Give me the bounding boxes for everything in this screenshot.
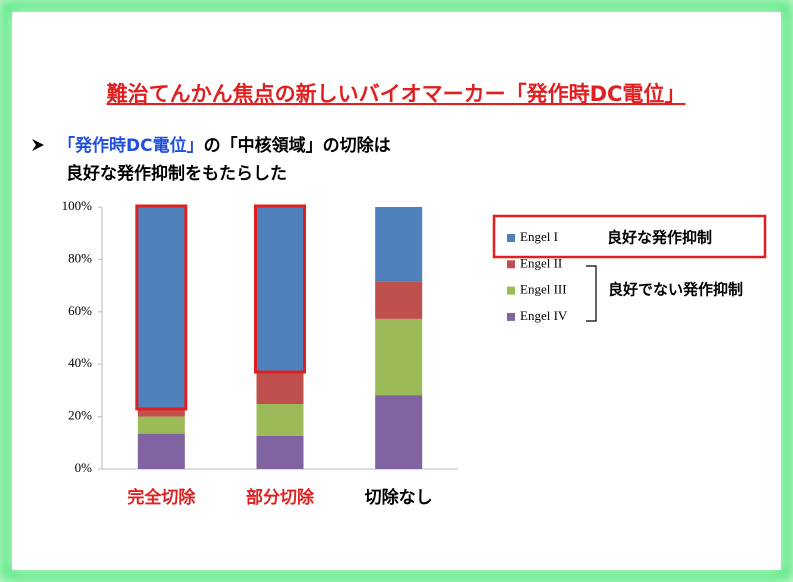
bullet-text: の「中核領域」の切除は <box>204 135 391 156</box>
bullet-line2: 良好な発作抑制をもたらした <box>66 163 287 184</box>
bar-segment <box>256 371 304 405</box>
bar-segment <box>256 435 304 469</box>
x-tick-label: 切除なし <box>365 487 433 508</box>
bar-segment <box>375 281 423 319</box>
bullet-line1: 「発作時DC電位」の「中核領域」の切除は <box>58 135 391 156</box>
legend-swatch <box>507 286 515 295</box>
y-tick-label: 40% <box>68 355 92 370</box>
bar-segment <box>375 395 423 469</box>
bullet-highlight: 「発作時DC電位」 <box>58 135 204 156</box>
legend-label: Engel I <box>520 229 558 244</box>
annotation-good: 良好な発作抑制 <box>607 229 712 247</box>
y-tick-label: 60% <box>68 303 92 318</box>
x-tick-label: 完全切除 <box>127 487 196 508</box>
bar-segment <box>137 433 185 469</box>
legend-swatch <box>507 234 515 242</box>
bar-segment <box>375 207 423 282</box>
highlight-box <box>254 204 306 374</box>
bar-segment <box>137 407 185 417</box>
highlight-box <box>135 204 188 411</box>
y-tick-label: 20% <box>68 408 92 423</box>
x-tick-label: 部分切除 <box>246 487 315 508</box>
bar-segment <box>137 416 185 434</box>
y-tick-label: 80% <box>68 250 92 265</box>
y-tick-label: 0% <box>75 460 93 475</box>
legend-label: Engel III <box>520 282 567 297</box>
legend-swatch <box>507 312 515 321</box>
legend-highlight <box>492 214 767 259</box>
bar-segment <box>256 207 304 372</box>
legend-label: Engel II <box>520 255 562 270</box>
bar-segment <box>375 318 423 396</box>
annotation-not-good: 良好でない発作抑制 <box>608 281 743 299</box>
bar-segment <box>256 404 304 436</box>
bar-segment <box>137 207 185 408</box>
y-tick-label: 100% <box>62 198 93 213</box>
title: 難治てんかん焦点の新しいバイオマーカー「発作時DC電位」 <box>107 82 686 106</box>
bullet-marker <box>32 139 44 151</box>
legend-swatch <box>507 260 515 269</box>
legend-label: Engel IV <box>520 308 568 323</box>
bracket <box>586 265 597 322</box>
